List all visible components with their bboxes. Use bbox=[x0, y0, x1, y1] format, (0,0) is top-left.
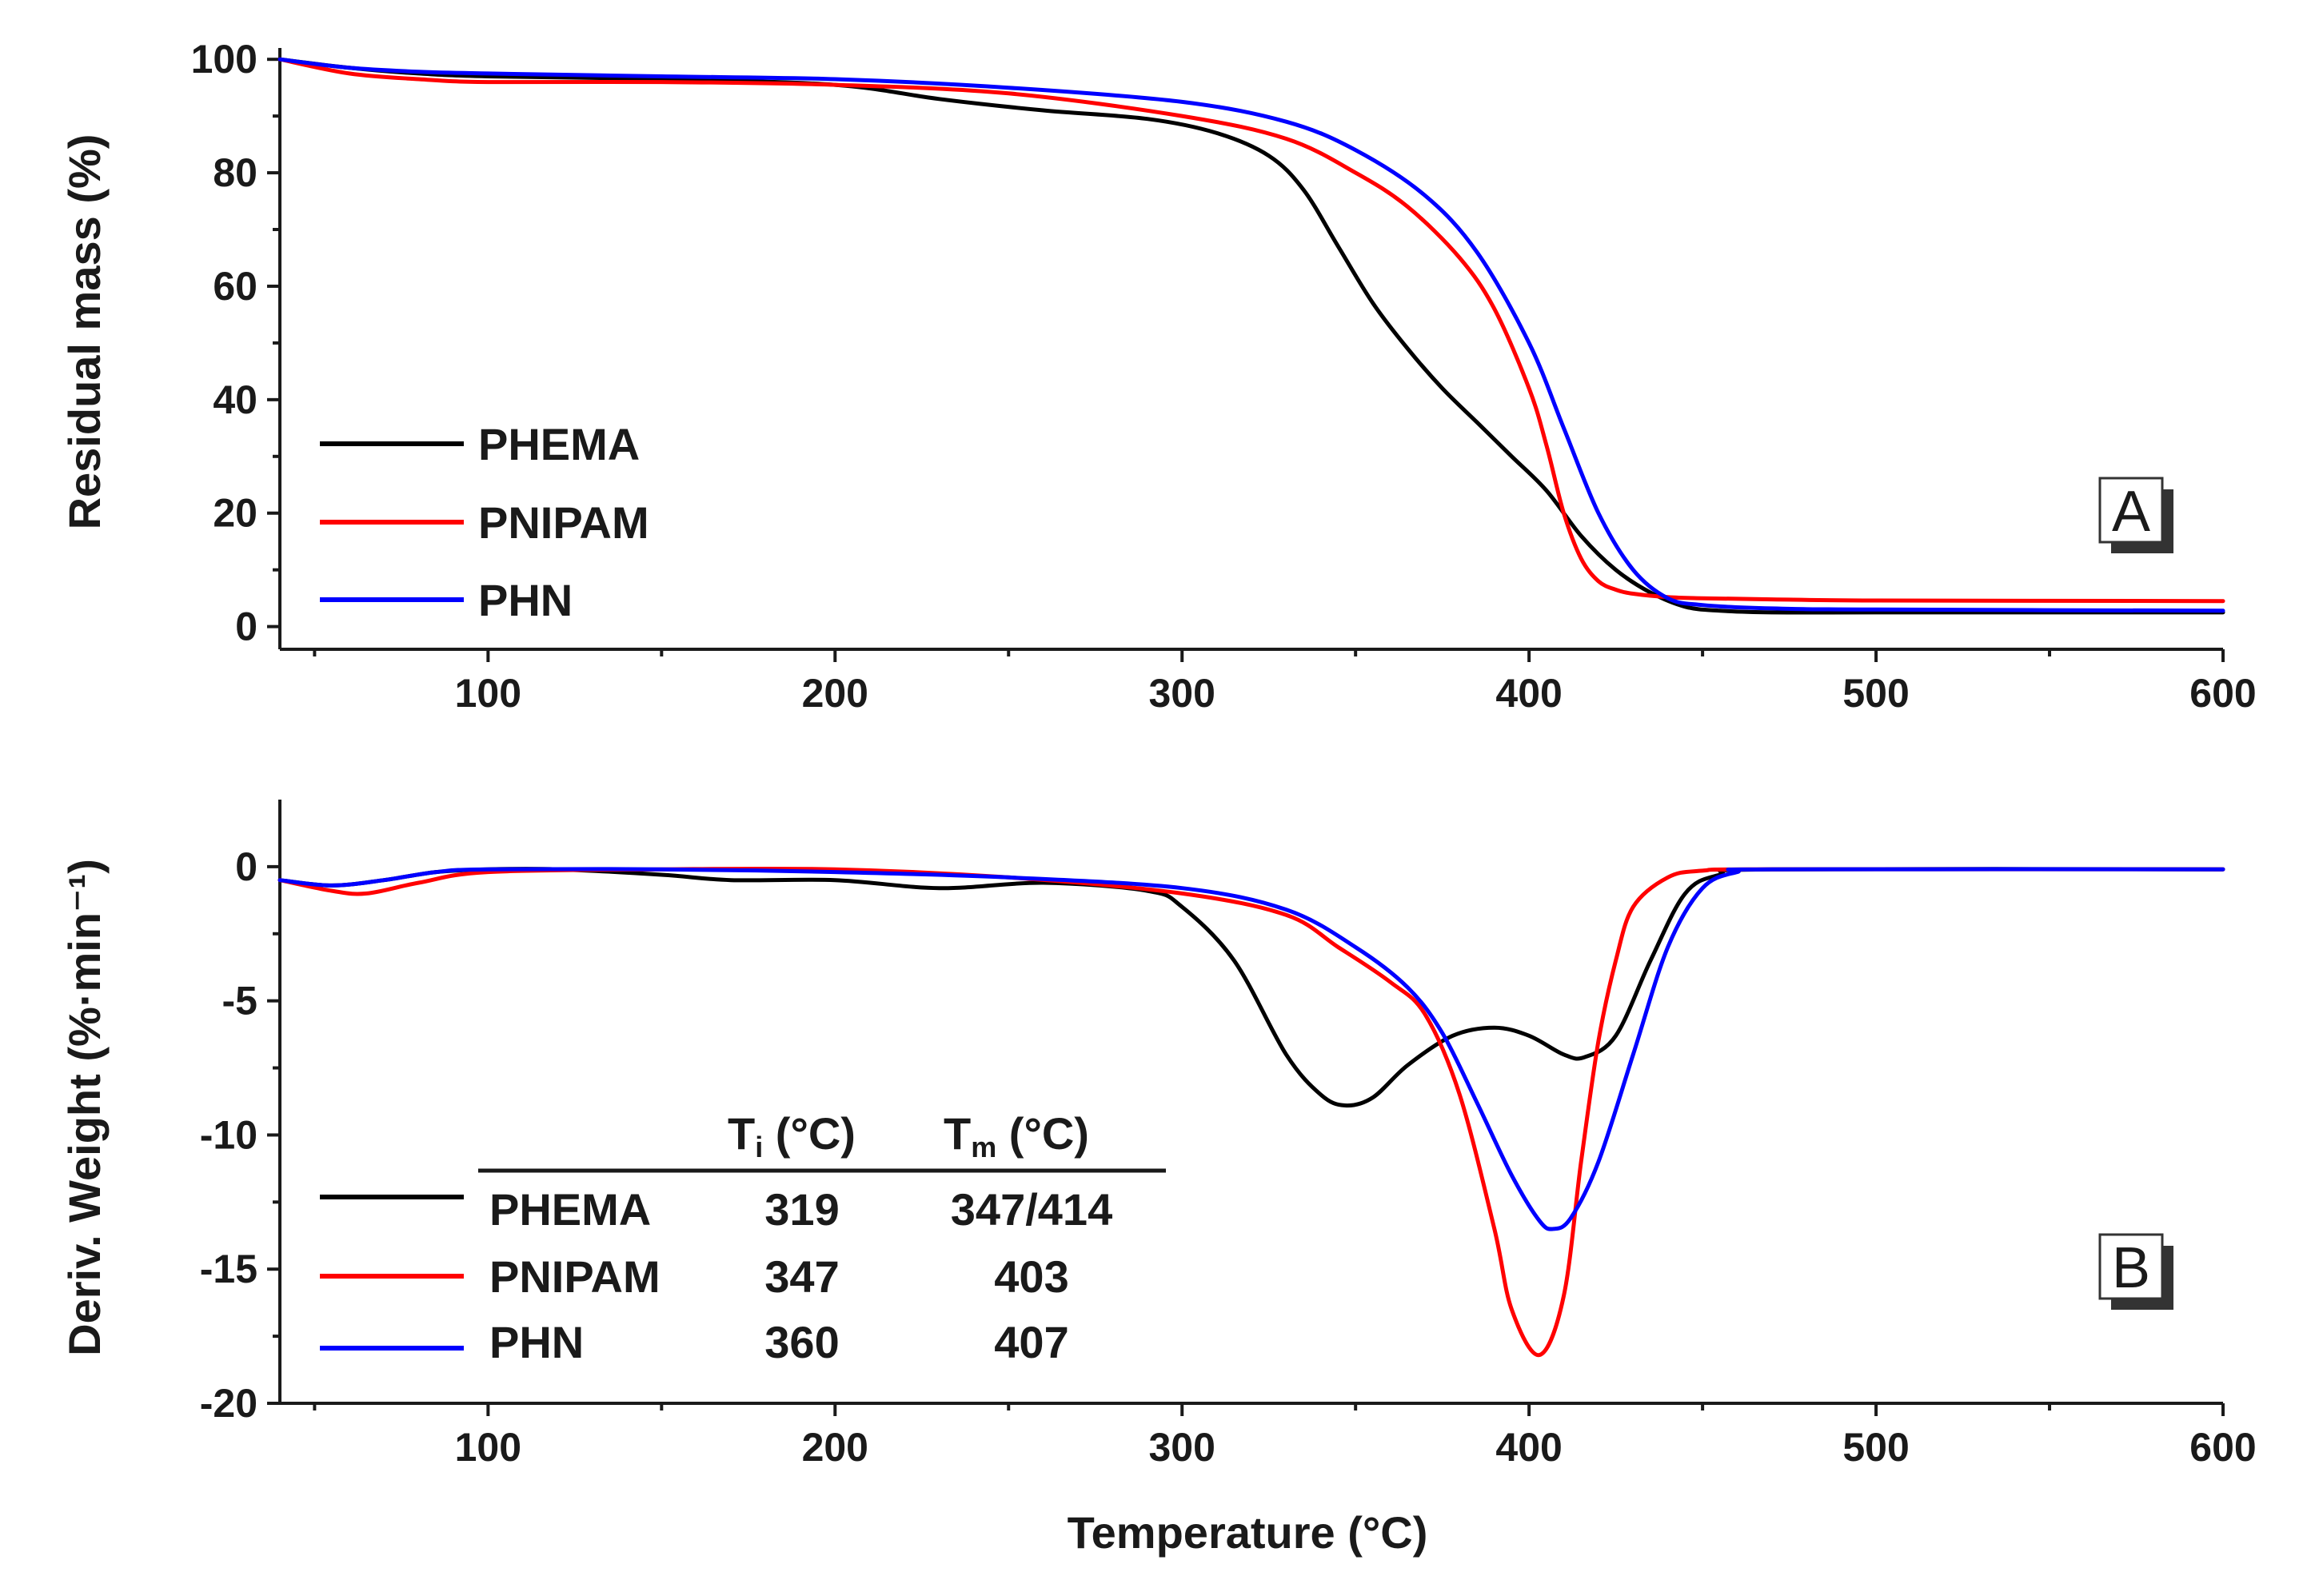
panel-b-x-tick-label: 200 bbox=[802, 1425, 868, 1470]
table-tm-phema: 347/414 bbox=[951, 1184, 1112, 1235]
legend-label-phn: PHN bbox=[478, 575, 573, 625]
panel-label-b: B bbox=[2098, 1233, 2173, 1310]
table-header-tm: Tm (°C) bbox=[944, 1108, 1089, 1163]
panel-a-chart: 100 200 300 400 500 600 0 20 40 60 80 100 bbox=[191, 37, 2257, 716]
panel-a-legend: PHEMA PNIPAM PHN bbox=[320, 419, 649, 625]
panel-a-axes: 100 200 300 400 500 600 0 20 40 60 80 100 bbox=[191, 37, 2257, 716]
table-tm-pnipam: 403 bbox=[994, 1251, 1068, 1302]
legend-label-phema: PHEMA bbox=[478, 419, 640, 469]
table-name-pnipam: PNIPAM bbox=[489, 1251, 661, 1302]
table-tm-phn: 407 bbox=[994, 1317, 1068, 1367]
panel-b-series-phn bbox=[277, 867, 2225, 1231]
panel-a-y-tick-label: 80 bbox=[213, 150, 257, 195]
panel-b-x-tick-label: 500 bbox=[1842, 1425, 1909, 1470]
table-name-phn: PHN bbox=[489, 1317, 584, 1367]
panel-a-series bbox=[277, 57, 2225, 615]
table-header-ti: Ti (°C) bbox=[728, 1108, 856, 1163]
panel-label-b-text: B bbox=[2112, 1236, 2150, 1300]
table-name-phema: PHEMA bbox=[489, 1184, 651, 1235]
panel-b-x-tick-label: 400 bbox=[1495, 1425, 1562, 1470]
panel-a-y-tick-label: 0 bbox=[235, 604, 257, 649]
table-ti-phn: 360 bbox=[764, 1317, 839, 1367]
table-ti-pnipam: 347 bbox=[764, 1251, 839, 1302]
panel-a-y-tick-label: 100 bbox=[191, 37, 257, 82]
panel-b-axes: 100 200 300 400 500 600 0 -5 -10 -15 -20 bbox=[200, 800, 2257, 1470]
panel-a-x-tick-label: 300 bbox=[1148, 671, 1215, 716]
panel-b-y-tick-label: -20 bbox=[200, 1381, 257, 1426]
panel-a-y-tick-label: 40 bbox=[213, 377, 257, 422]
panel-b-series bbox=[277, 866, 2225, 1358]
panel-a-series-phn bbox=[277, 57, 2225, 613]
panel-b-x-tick-label: 600 bbox=[2189, 1425, 2256, 1470]
panel-b-y-tick-label: -15 bbox=[200, 1247, 257, 1291]
panel-b-xlabel: Temperature (°C) bbox=[1068, 1507, 1428, 1558]
panel-a-y-tick-label: 60 bbox=[213, 264, 257, 309]
table-ti-phema: 319 bbox=[764, 1184, 839, 1235]
panel-label-a-text: A bbox=[2112, 480, 2150, 544]
panel-b-y-tick-label: -5 bbox=[222, 979, 257, 1023]
panel-a-x-tick-label: 200 bbox=[802, 671, 868, 716]
panel-label-a: A bbox=[2098, 477, 2173, 553]
panel-a-y-tick-label: 20 bbox=[213, 491, 257, 536]
panel-b-y-tick-label: -10 bbox=[200, 1112, 257, 1157]
panel-a-series-phema bbox=[277, 57, 2225, 615]
panel-a-x-tick-label: 400 bbox=[1495, 671, 1562, 716]
panel-b-x-tick-label: 100 bbox=[455, 1425, 521, 1470]
panel-b-legend-table: Ti (°C) Tm (°C) PHEMA 319 347/414 PNIPAM… bbox=[320, 1108, 1166, 1367]
panel-b-y-tick-label: 0 bbox=[235, 844, 257, 889]
panel-b-ylabel: Deriv. Weight (%·min⁻¹) bbox=[59, 859, 110, 1356]
panel-b-chart: 100 200 300 400 500 600 0 -5 -10 -15 -20 bbox=[200, 800, 2257, 1470]
legend-label-pnipam: PNIPAM bbox=[478, 497, 649, 548]
panel-b-x-tick-label: 300 bbox=[1148, 1425, 1215, 1470]
panel-a-x-tick-label: 500 bbox=[1842, 671, 1909, 716]
panel-a-series-pnipam bbox=[277, 57, 2225, 604]
panel-a-x-tick-label: 600 bbox=[2189, 671, 2256, 716]
panel-a-x-tick-label: 100 bbox=[455, 671, 521, 716]
panel-a-ylabel: Residual mass (%) bbox=[59, 134, 110, 530]
